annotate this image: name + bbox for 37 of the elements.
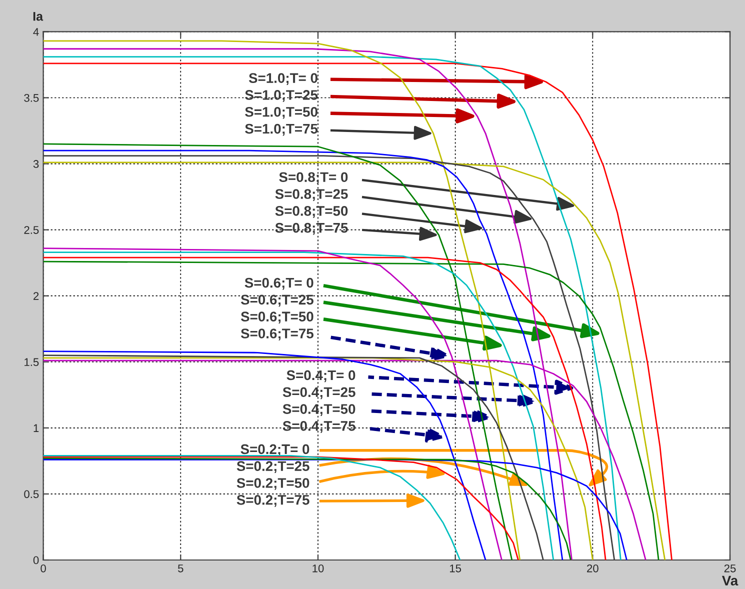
x-tick-label: 20 [587,564,598,572]
annotation: S=1.0;T=25 [245,90,318,102]
x-tick-label: 25 [724,564,736,572]
annotation: S=0.2;T=25 [236,461,310,474]
annotation: S=0.4;T=50 [282,404,356,416]
y-tick-label: 1.5 [24,358,39,366]
y-axis-title: Ia [33,12,44,21]
annotation: S=0.6;T=25 [240,294,314,307]
annotation: S=0.4;T= 0 [286,370,356,382]
annotation: S=0.2;T= 0 [240,444,310,456]
annotation: S=0.6;T= 0 [244,278,314,290]
annotation: S=0.4;T=75 [282,421,356,433]
y-tick-label: 2 [34,292,39,300]
annotation: S=0.8;T=75 [275,222,348,235]
y-tick-label: 2.5 [24,226,39,234]
y-tick-label: 1 [34,424,39,432]
annotation: S=0.2;T=75 [236,494,310,507]
annotation: S=0.8;T=25 [275,189,348,201]
y-tick-label: 3 [33,160,39,168]
y-tick-label: 3.5 [24,94,39,102]
x-tick-label: 5 [178,564,184,572]
annotation: S=1.0;T=50 [245,106,318,119]
x-tick-label: 0 [40,564,46,572]
x-tick-label: 10 [312,564,324,572]
y-tick-label: 4 [33,28,39,36]
x-tick-label: 15 [450,564,462,572]
y-tick-label: 0.5 [24,490,39,498]
x-axis-title: Va [722,576,738,586]
annotation: S=0.8;T=50 [275,206,348,218]
annotation: S=0.4;T=25 [282,387,356,400]
annotation: S=0.6;T=50 [240,312,314,324]
y-tick-label: 0 [33,556,39,564]
annotation: S=0.6;T=75 [240,328,314,340]
annotation: S=0.8;T= 0 [279,172,348,184]
annotation: S=1.0;T=75 [245,124,318,136]
annotation: S=0.2;T=50 [236,478,310,490]
annotation: S=1.0;T= 0 [248,73,318,85]
